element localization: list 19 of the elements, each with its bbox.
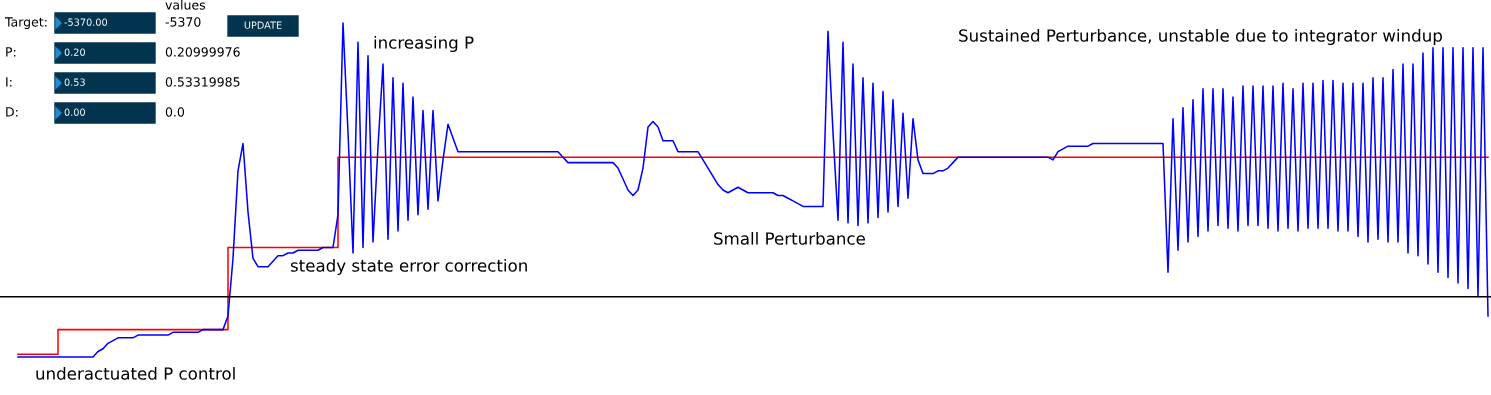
annotation: steady state error correction: [290, 258, 527, 276]
annotation: Small Perturbance: [714, 231, 865, 245]
annotation: 0.20: [64, 48, 85, 56]
annotation: Sustained Perturbance, unstable due to integrator windup: [959, 28, 1442, 46]
text: values: [165, 0, 206, 10]
annotation: UPDATE: [244, 21, 282, 29]
text: underactuated P control: [36, 366, 235, 380]
annotation: 0.53319985: [165, 77, 240, 87]
annotation: 0.00: [64, 108, 85, 116]
annotation: -5370.00: [64, 18, 108, 26]
annotation: 0.53: [64, 78, 85, 86]
annotation: 0.0: [165, 107, 185, 117]
annotation: 0.20999976: [165, 47, 240, 57]
annotation: D:: [6, 107, 18, 117]
text: I:: [6, 77, 12, 87]
annotation: -5370: [165, 17, 201, 27]
annotation: increasing P: [374, 35, 474, 53]
text: P:: [6, 47, 16, 57]
annotation: Target:: [4, 17, 47, 30]
